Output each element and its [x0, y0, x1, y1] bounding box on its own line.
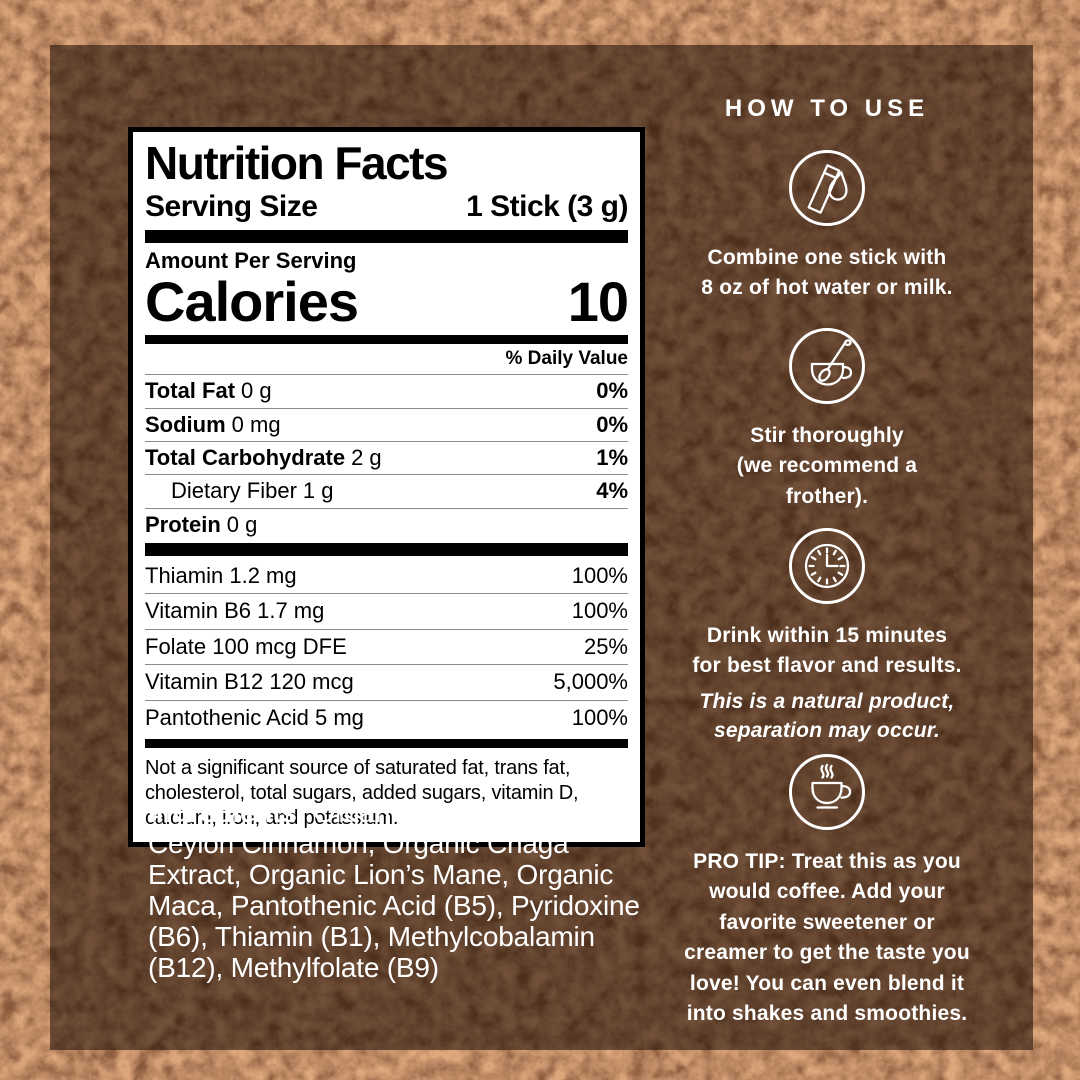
stick-water-icon — [787, 148, 867, 228]
nutrient-dv: 100% — [571, 563, 628, 589]
nutrient-amount: 1 g — [302, 478, 334, 504]
divider-medium — [145, 739, 628, 749]
nutrient-dv: 100% — [571, 704, 628, 730]
step-text: Drink within 15 minutes for best flavor … — [692, 624, 962, 678]
table-row-folate: Folate 100 mcg DFE 25% — [145, 630, 628, 666]
nutrient-name: Protein — [145, 511, 221, 537]
table-row-thiamin: Thiamin 1.2 mg 100% — [145, 559, 628, 595]
how-to-use-step-3: Drink within 15 minutes for best flavor … — [662, 526, 992, 746]
nutrition-facts-label: Nutrition Facts Serving Size 1 Stick (3 … — [128, 127, 645, 848]
calories-value: 10 — [567, 270, 629, 334]
calories-row: Calories 10 — [145, 270, 629, 334]
nutrient-amount: 2 g — [351, 444, 382, 470]
divider-thick — [145, 229, 628, 243]
nutrient-dv: 25% — [583, 633, 628, 659]
nutrient-name: Vitamin B12 120 mcg — [145, 669, 354, 695]
table-row-total-fat: Total Fat 0 g 0% — [145, 375, 628, 409]
how-to-use-title: HOW TO USE — [724, 95, 930, 122]
clock-icon — [787, 526, 867, 606]
amount-per-serving-label: Amount Per Serving — [145, 247, 357, 273]
nutrient-name: Pantothenic Acid 5 mg — [145, 704, 364, 730]
divider-thick — [145, 543, 628, 557]
table-row-total-carbohydrate: Total Carbohydrate 2 g 1% — [145, 442, 628, 476]
nutrient-name: Vitamin B6 1.7 mg — [145, 598, 325, 624]
nutrient-dv: 0% — [596, 411, 628, 437]
label-footnote: Not a significant source of saturated fa… — [145, 757, 579, 829]
stir-cup-icon — [787, 326, 867, 406]
table-row-pantothenic-acid: Pantothenic Acid 5 mg 100% — [145, 701, 628, 735]
step-text: Stir thoroughly (we recommend a frother)… — [736, 424, 918, 508]
serving-size-label: Serving Size — [145, 189, 318, 223]
nutrient-amount: 0 mg — [231, 411, 281, 437]
nutrient-amount: 0 g — [241, 378, 272, 404]
nutrient-name: Dietary Fiber — [171, 478, 297, 504]
how-to-use-step-2: Stir thoroughly (we recommend a frother)… — [662, 326, 992, 512]
nutrient-name: Total Fat — [145, 378, 236, 404]
step-text: PRO TIP: Treat this as you would coffee.… — [684, 850, 970, 1026]
nutrient-dv: 0% — [596, 378, 628, 404]
nutrient-dv: 1% — [596, 444, 628, 470]
table-row-sodium: Sodium 0 mg 0% — [145, 409, 628, 442]
ingredients-list: Organic Cacao, Organic Ceylon Cinnamon, … — [148, 797, 640, 983]
nutrient-name: Total Carbohydrate — [145, 444, 346, 470]
ingredients-label: Ingredients: — [148, 797, 306, 828]
step-text: Combine one stick with 8 oz of hot water… — [701, 246, 953, 300]
nutrient-name: Thiamin 1.2 mg — [145, 563, 297, 589]
table-row-vitamin-b12: Vitamin B12 120 mcg 5,000% — [145, 665, 628, 701]
table-row-protein: Protein 0 g — [145, 509, 628, 541]
nutrient-dv: 100% — [571, 598, 628, 624]
how-to-use-step-1: Combine one stick with 8 oz of hot water… — [662, 148, 992, 304]
nutrient-name: Sodium — [145, 411, 226, 437]
nutrient-dv: 4% — [596, 478, 628, 504]
nutrition-facts-title: Nutrition Facts — [145, 137, 449, 189]
serving-size-value: 1 Stick (3 g) — [466, 189, 628, 223]
daily-value-header: % Daily Value — [145, 344, 628, 376]
nutrient-dv: 5,000% — [553, 669, 628, 695]
table-row-dietary-fiber: Dietary Fiber 1 g 4% — [145, 475, 628, 509]
divider-medium — [145, 335, 628, 345]
how-to-use-step-4: PRO TIP: Treat this as you would coffee.… — [662, 752, 992, 1030]
nutrient-name: Folate 100 mcg DFE — [145, 633, 347, 659]
coffee-cup-icon — [787, 752, 867, 832]
ingredients-text: Ingredients: Organic Cacao, Organic Ceyl… — [148, 797, 653, 983]
nutrient-amount: 0 g — [226, 511, 258, 537]
table-row-vitamin-b6: Vitamin B6 1.7 mg 100% — [145, 594, 628, 630]
serving-size-row: Serving Size 1 Stick (3 g) — [145, 190, 628, 223]
step-note: This is a natural product, separation ma… — [699, 689, 955, 743]
calories-label: Calories — [145, 270, 359, 334]
